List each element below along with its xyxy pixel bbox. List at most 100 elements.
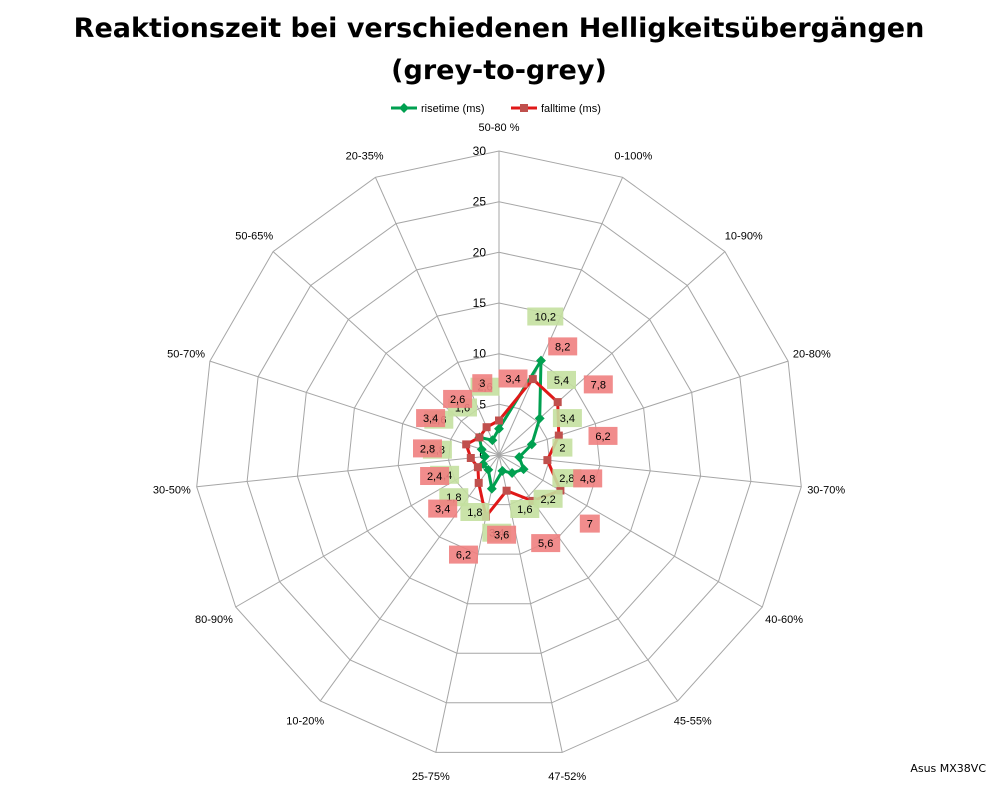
data-point-square (473, 463, 482, 472)
category-label: 50-70% (167, 349, 205, 361)
data-point-square (466, 454, 475, 462)
data-point-square (495, 416, 503, 425)
spoke-line (498, 454, 679, 702)
grid-ring (448, 403, 550, 506)
chart-title: Reaktionszeit bei verschiedenen Helligke… (0, 8, 998, 92)
legend-label-risetime: risetime (ms) (421, 103, 485, 115)
data-label: 2 (559, 443, 565, 455)
data-point-square (502, 486, 511, 495)
falltime-data-labels: 3,4 8,2 7,8 6,2 4,8 7 5,6 3,6 6,2 3,4 2,4 2,8 3,4 2,6… (413, 337, 618, 564)
spoke-line (209, 360, 500, 456)
data-point-square (543, 456, 552, 465)
category-label: 20-80% (793, 349, 831, 361)
grid-ring (196, 150, 802, 753)
spoke-line (319, 454, 500, 702)
category-label: 20-35% (346, 150, 384, 162)
radar-grid (196, 150, 802, 753)
data-point-diamond (526, 439, 537, 450)
spoke-line (498, 454, 563, 753)
data-label: 2,2 (540, 494, 555, 506)
data-point-diamond (497, 465, 508, 476)
data-label-box (552, 438, 573, 457)
data-point-diamond (536, 355, 546, 366)
data-point-diamond (487, 435, 498, 446)
data-point-diamond (507, 468, 518, 478)
data-label-box (443, 389, 473, 408)
legend-label-falltime: falltime (ms) (541, 103, 601, 115)
data-point-square (528, 375, 537, 384)
data-point-diamond (534, 413, 545, 424)
data-point-diamond (494, 423, 504, 434)
data-label: 8,2 (555, 341, 570, 353)
data-label-box (498, 369, 528, 388)
data-label-box (583, 375, 613, 394)
data-label-box (548, 337, 578, 356)
data-label-box (531, 534, 561, 553)
chart-title-line-1: Reaktionszeit bei verschiedenen Helligke… (73, 13, 925, 44)
data-label-box (552, 409, 582, 428)
data-label: 7 (587, 519, 593, 531)
category-label: 45-55% (674, 715, 712, 727)
data-point-diamond (476, 444, 487, 455)
data-label: 6,2 (595, 431, 610, 443)
data-label: 1,8 (467, 507, 482, 519)
spoke-line (272, 251, 500, 456)
data-label: 2,8 (420, 443, 435, 455)
legend-marker-falltime (520, 104, 528, 112)
radial-tick-label: 10 (473, 347, 487, 361)
category-label: 47-52% (548, 771, 586, 783)
data-label: 3,4 (423, 413, 438, 425)
radial-tick-label: 20 (473, 245, 487, 259)
data-label: 5,6 (538, 538, 553, 550)
data-point-square (553, 398, 562, 407)
data-label: 10,2 (535, 312, 556, 324)
category-label: 40-60% (765, 614, 803, 626)
data-point-diamond (514, 452, 525, 463)
category-label: 50-80 % (479, 122, 520, 134)
data-label-box (449, 545, 478, 564)
source-credit: Asus MX38VC (910, 762, 986, 775)
spoke-line (498, 360, 789, 456)
grid-ring (397, 353, 601, 555)
data-label: 1,6 (517, 504, 532, 516)
data-label: 4,8 (580, 473, 595, 485)
spoke-line (498, 251, 726, 456)
category-label: 10-20% (286, 715, 324, 727)
data-label-box (460, 503, 490, 521)
data-label-box (573, 469, 603, 488)
data-label-box (510, 500, 540, 518)
data-label: 3,4 (435, 504, 450, 516)
spoke-line (498, 454, 763, 608)
data-point-square (554, 431, 563, 440)
data-label-box (579, 514, 600, 533)
data-label-box (533, 489, 563, 508)
data-point-square (475, 433, 484, 442)
data-label-box (413, 439, 442, 458)
legend-marker-risetime (399, 103, 409, 113)
data-label: 3,4 (560, 413, 575, 425)
category-label: 25-75% (412, 771, 450, 783)
data-point-diamond (518, 464, 529, 475)
category-label: 0-100% (614, 150, 652, 162)
data-point-diamond (479, 451, 490, 462)
data-label: 2,4 (427, 471, 442, 483)
data-point-square (482, 423, 491, 432)
category-label: 30-70% (807, 484, 845, 496)
radial-tick-label: 30 (473, 144, 487, 158)
radial-tick-label: 5 (479, 397, 486, 411)
data-label: 2,6 (450, 394, 465, 406)
category-label: 50-65% (235, 231, 273, 243)
grid-ring (296, 251, 702, 654)
category-label: 10-90% (725, 231, 763, 243)
data-label: 6,2 (456, 550, 471, 562)
data-label-box (416, 409, 446, 428)
data-label-box (420, 467, 450, 485)
data-label: 5,4 (554, 375, 569, 387)
radial-tick-label: 15 (473, 296, 487, 310)
grid-ring (246, 201, 752, 704)
spoke-line (235, 454, 500, 608)
data-point-diamond (483, 464, 494, 475)
spoke-line (374, 177, 500, 456)
category-label: 80-90% (195, 614, 233, 626)
